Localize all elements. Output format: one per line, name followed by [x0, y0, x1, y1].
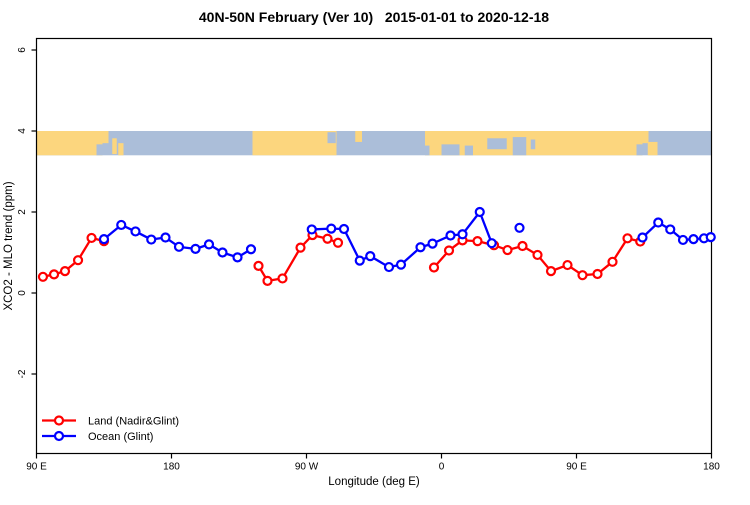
data-point [173, 241, 185, 252]
data-point [116, 219, 127, 231]
data-point [48, 269, 60, 280]
data-point [130, 226, 141, 237]
data-point [295, 242, 306, 253]
data-point [160, 232, 171, 243]
data-point [607, 256, 618, 267]
y-tick-label: 4 [17, 128, 28, 134]
chart-title: 40N-50N February (Ver 10) 2015-01-01 to … [199, 9, 549, 25]
data-point [190, 243, 201, 254]
legend-markers [42, 415, 76, 442]
map-land-segment [102, 131, 109, 144]
data-series [37, 206, 716, 286]
data-point [203, 239, 215, 250]
y-axis-label: XCO2 - MLO trend (ppm) [3, 181, 15, 310]
data-point [653, 217, 664, 228]
data-point [395, 259, 407, 270]
legend-label-land: Land (Nadir&Glint) [88, 416, 179, 428]
map-water-patch [512, 137, 527, 156]
data-point [338, 223, 350, 235]
data-point [622, 233, 633, 244]
data-point [332, 237, 344, 248]
plot-border [35, 37, 713, 455]
data-point [383, 261, 395, 273]
data-point [86, 232, 97, 244]
y-tick-label: 6 [17, 47, 28, 53]
data-point [326, 223, 337, 234]
map-land-segment [642, 131, 649, 144]
legend-marker [53, 415, 65, 426]
map-water-patch [487, 138, 507, 150]
data-point [322, 233, 333, 244]
data-point [365, 251, 376, 262]
data-point [665, 224, 676, 235]
data-point [277, 273, 288, 284]
map-water-patch [96, 144, 103, 156]
map-water-patch [425, 145, 430, 156]
data-point [457, 229, 468, 240]
data-point [245, 244, 257, 255]
data-point [562, 259, 573, 271]
map-water-patch [327, 132, 336, 144]
data-point [415, 242, 426, 253]
data-point [472, 236, 483, 247]
data-point [306, 224, 317, 235]
data-point [445, 230, 456, 241]
map-water-patch [530, 139, 536, 150]
map-water-patch [441, 144, 460, 156]
x-tick-label: 0 [439, 462, 445, 473]
legend: Land (Nadir&Glint) Ocean (Glint) [42, 415, 179, 443]
map-water-patch [464, 145, 473, 156]
data-point [577, 270, 588, 281]
data-point [146, 234, 157, 245]
data-point [705, 232, 716, 243]
data-point [428, 262, 440, 273]
map-land-segment [118, 143, 124, 156]
data-point [532, 249, 543, 261]
data-point [354, 255, 365, 266]
series-line [102, 223, 253, 259]
map-water-patch [636, 144, 643, 156]
data-point [545, 266, 557, 277]
world-map-band [36, 131, 712, 156]
x-tick-label: 90 W [295, 462, 319, 473]
data-point [637, 232, 648, 243]
map-land-segment [36, 131, 103, 156]
data-point [217, 247, 228, 258]
data-point [514, 222, 525, 233]
map-land-segment [252, 131, 337, 156]
data-point [427, 238, 438, 249]
data-point [72, 255, 84, 266]
data-point [502, 244, 513, 256]
y-tick-label: 2 [17, 209, 28, 215]
data-point [262, 275, 273, 286]
x-tick-label: 180 [163, 462, 180, 473]
axes: 90 E 180 90 W 0 90 E 180 -2 0 2 4 6 [17, 47, 720, 473]
legend-marker [53, 430, 65, 442]
legend-label-ocean: Ocean (Glint) [88, 431, 153, 443]
map-land-segment [112, 138, 117, 155]
x-tick-label: 180 [703, 462, 720, 473]
data-point [592, 268, 603, 280]
data-point [688, 234, 699, 245]
data-point [443, 245, 455, 256]
data-point [232, 252, 243, 263]
data-point [37, 271, 49, 282]
x-tick-label: 90 E [26, 462, 47, 473]
data-point [486, 238, 497, 249]
x-tick-label: 90 E [566, 462, 587, 473]
data-point [517, 240, 528, 252]
data-point [98, 234, 110, 245]
x-axis-label: Longitude (deg E) [328, 476, 420, 488]
map-land-segment [647, 141, 658, 156]
data-point [253, 260, 264, 271]
data-point [677, 234, 689, 246]
map-land-segment [355, 131, 362, 142]
y-tick-label: -2 [17, 369, 28, 378]
data-point [59, 266, 71, 277]
data-point [474, 206, 485, 218]
y-tick-label: 0 [17, 290, 28, 296]
